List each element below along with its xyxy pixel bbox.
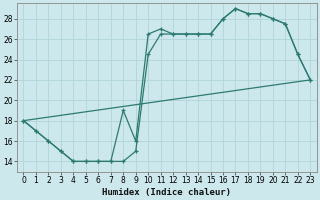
X-axis label: Humidex (Indice chaleur): Humidex (Indice chaleur) xyxy=(102,188,231,197)
